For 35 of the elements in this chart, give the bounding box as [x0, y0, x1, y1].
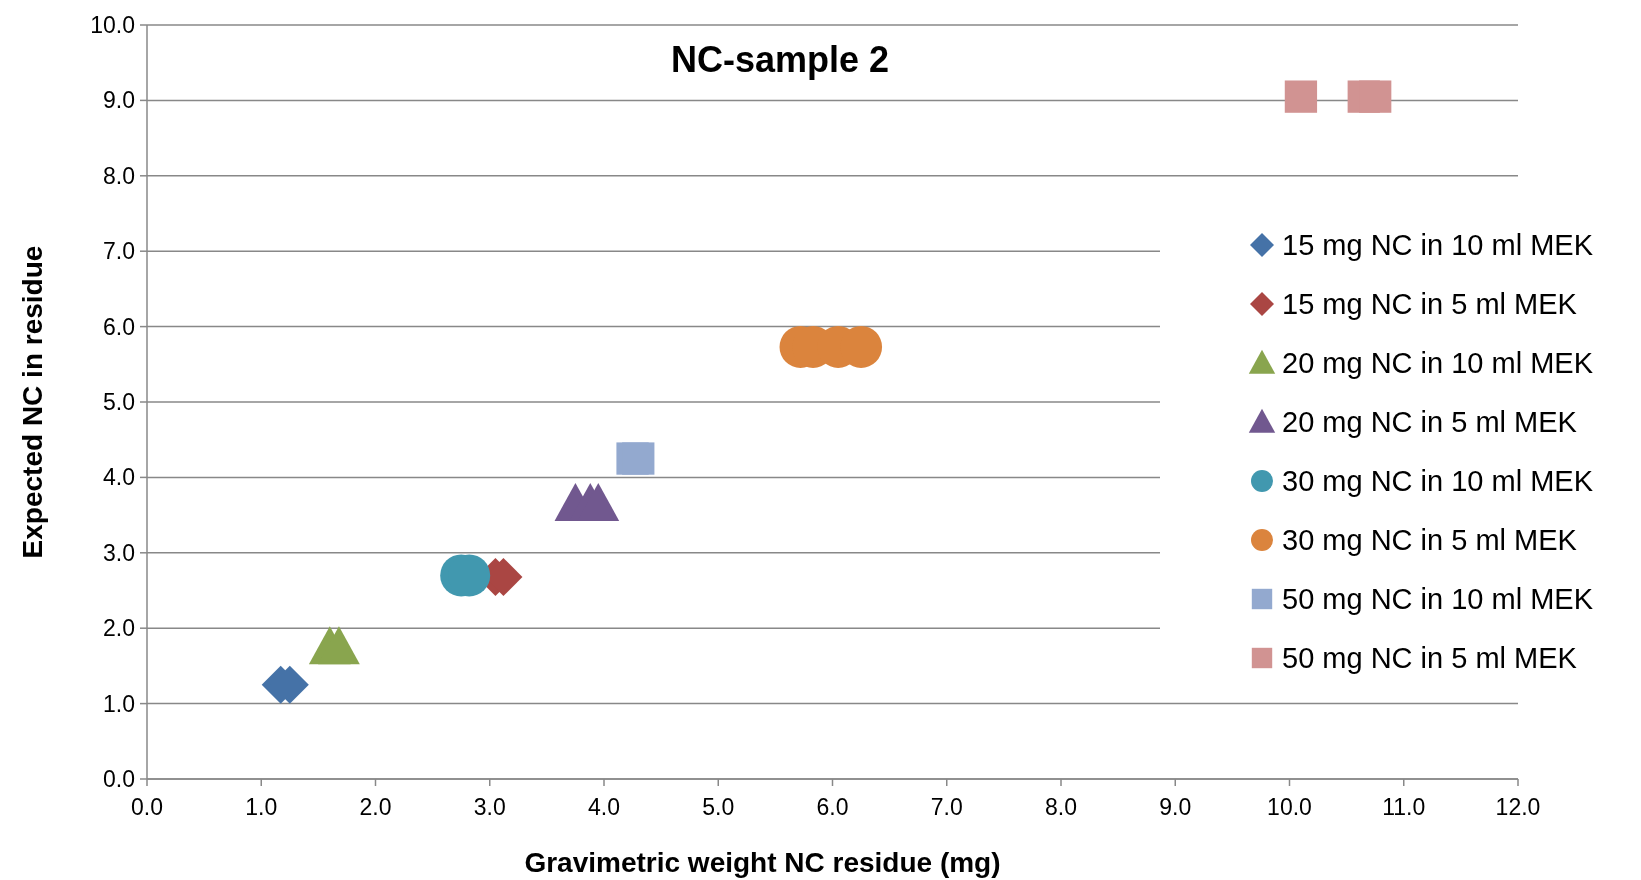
y-tick-label: 5.0: [103, 389, 135, 416]
legend-label: 50 mg NC in 5 ml MEK: [1282, 642, 1578, 675]
y-tick-label: 10.0: [90, 12, 135, 39]
x-tick-label: 12.0: [1495, 794, 1541, 820]
x-tick-label: 6.0: [816, 794, 849, 820]
y-tick-label: 6.0: [103, 313, 135, 340]
x-tick-label: 2.0: [359, 794, 392, 820]
chart-title: NC-sample 2: [670, 39, 890, 80]
x-tick-label: 7.0: [930, 794, 963, 820]
x-tick-label: 4.0: [588, 794, 620, 820]
x-tick-label: 3.0: [473, 794, 506, 820]
y-tick-label: 0.0: [103, 766, 135, 793]
y-tick-label: 2.0: [103, 615, 135, 642]
y-tick-label: 7.0: [103, 238, 135, 265]
legend-label: 20 mg NC in 10 ml MEK: [1282, 347, 1594, 380]
x-tick-label: 10.0: [1267, 794, 1312, 820]
legend-label: 50 mg NC in 10 ml MEK: [1282, 583, 1594, 616]
y-tick-label: 9.0: [103, 87, 135, 114]
x-tick-label: 5.0: [702, 794, 735, 820]
y-axis-title: Expected NC in residue: [17, 245, 48, 559]
legend-label: 30 mg NC in 10 ml MEK: [1282, 465, 1594, 498]
y-tick-label: 8.0: [103, 162, 135, 189]
legend-label: 15 mg NC in 5 ml MEK: [1282, 288, 1578, 321]
legend-label: 20 mg NC in 5 ml MEK: [1282, 406, 1578, 439]
x-tick-label: 1.0: [245, 794, 278, 820]
y-tick-label: 1.0: [103, 690, 135, 717]
x-axis-title: Gravimetric weight NC residue (mg): [524, 847, 1001, 878]
legend-label: 30 mg NC in 5 ml MEK: [1282, 524, 1578, 557]
x-tick-label: 0.0: [131, 794, 163, 820]
x-tick-label: 9.0: [1159, 794, 1192, 820]
x-tick-label: 8.0: [1045, 794, 1077, 820]
legend-label: 15 mg NC in 10 ml MEK: [1282, 229, 1594, 262]
x-tick-label: 11.0: [1382, 794, 1426, 820]
y-tick-label: 4.0: [103, 464, 135, 491]
y-tick-label: 3.0: [103, 539, 135, 566]
